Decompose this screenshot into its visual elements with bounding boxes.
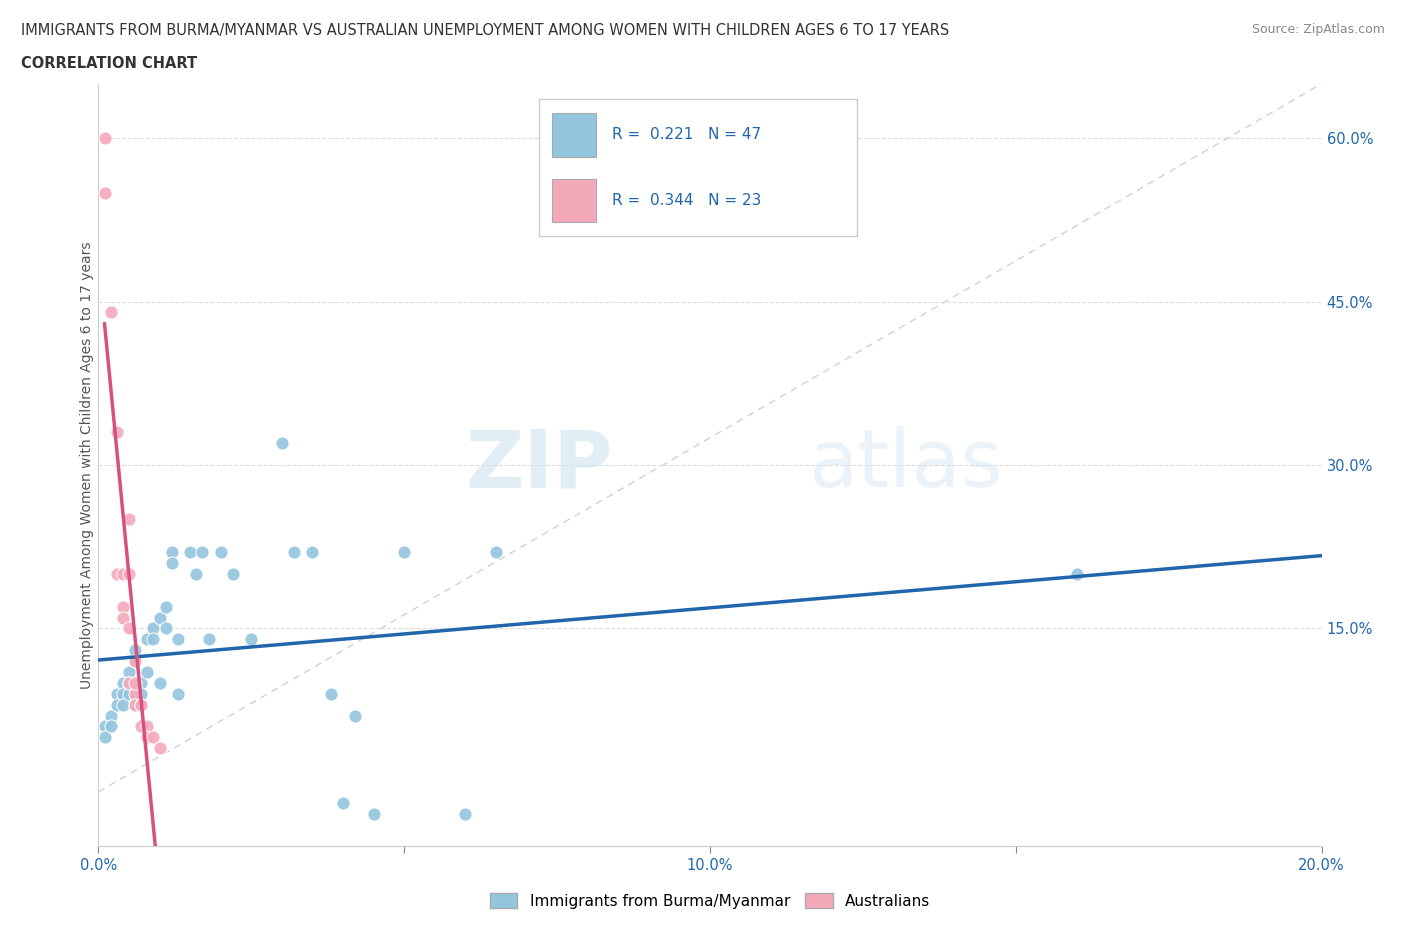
Point — [319, 686, 342, 701]
Point — [105, 698, 128, 712]
Point — [118, 665, 141, 680]
Y-axis label: Unemployment Among Women with Children Ages 6 to 17 years: Unemployment Among Women with Children A… — [80, 241, 94, 689]
Point — [111, 686, 134, 701]
Point — [100, 708, 122, 723]
Point — [124, 686, 146, 701]
Point — [111, 698, 134, 712]
Text: Source: ZipAtlas.com: Source: ZipAtlas.com — [1251, 23, 1385, 36]
Point — [270, 436, 292, 451]
Text: atlas: atlas — [808, 426, 1002, 504]
Point — [454, 806, 477, 821]
Point — [160, 545, 183, 560]
Point — [100, 719, 122, 734]
Point — [136, 730, 159, 745]
Point — [124, 698, 146, 712]
Point — [105, 425, 128, 440]
Point — [1066, 566, 1088, 581]
Point — [283, 545, 305, 560]
Point — [129, 698, 152, 712]
Point — [149, 675, 172, 690]
Point — [240, 631, 263, 646]
Text: IMMIGRANTS FROM BURMA/MYANMAR VS AUSTRALIAN UNEMPLOYMENT AMONG WOMEN WITH CHILDR: IMMIGRANTS FROM BURMA/MYANMAR VS AUSTRAL… — [21, 23, 949, 38]
Point — [124, 643, 146, 658]
Point — [197, 631, 219, 646]
Point — [142, 631, 165, 646]
Point — [301, 545, 323, 560]
Point — [155, 621, 177, 636]
Point — [124, 654, 146, 669]
Point — [136, 719, 159, 734]
Text: ZIP: ZIP — [465, 426, 612, 504]
Point — [191, 545, 214, 560]
Point — [186, 566, 208, 581]
Point — [129, 686, 152, 701]
Point — [100, 305, 122, 320]
Point — [344, 708, 367, 723]
Point — [111, 675, 134, 690]
Point — [93, 185, 115, 200]
Point — [111, 599, 134, 614]
Point — [142, 730, 165, 745]
Point — [124, 675, 146, 690]
Point — [136, 665, 159, 680]
Point — [179, 545, 201, 560]
Point — [485, 545, 508, 560]
Point — [149, 741, 172, 756]
Point — [392, 545, 416, 560]
Text: CORRELATION CHART: CORRELATION CHART — [21, 56, 197, 71]
Point — [167, 631, 190, 646]
Point — [118, 566, 141, 581]
Point — [136, 631, 159, 646]
Point — [124, 698, 146, 712]
Point — [129, 675, 152, 690]
Point — [363, 806, 385, 821]
Point — [129, 719, 152, 734]
Point — [105, 686, 128, 701]
Point — [118, 686, 141, 701]
Point — [118, 675, 141, 690]
Point — [124, 654, 146, 669]
Point — [118, 675, 141, 690]
Point — [93, 730, 115, 745]
Point — [155, 599, 177, 614]
Point — [93, 131, 115, 146]
Point — [105, 566, 128, 581]
Point — [142, 621, 165, 636]
Point — [111, 566, 134, 581]
Point — [222, 566, 245, 581]
Point — [167, 686, 190, 701]
Point — [149, 610, 172, 625]
Point — [93, 719, 115, 734]
Point — [129, 698, 152, 712]
Point — [111, 610, 134, 625]
Point — [118, 621, 141, 636]
Point — [209, 545, 232, 560]
Point — [118, 512, 141, 527]
Point — [160, 555, 183, 570]
Point — [332, 795, 354, 810]
Legend: Immigrants from Burma/Myanmar, Australians: Immigrants from Burma/Myanmar, Australia… — [484, 886, 936, 915]
